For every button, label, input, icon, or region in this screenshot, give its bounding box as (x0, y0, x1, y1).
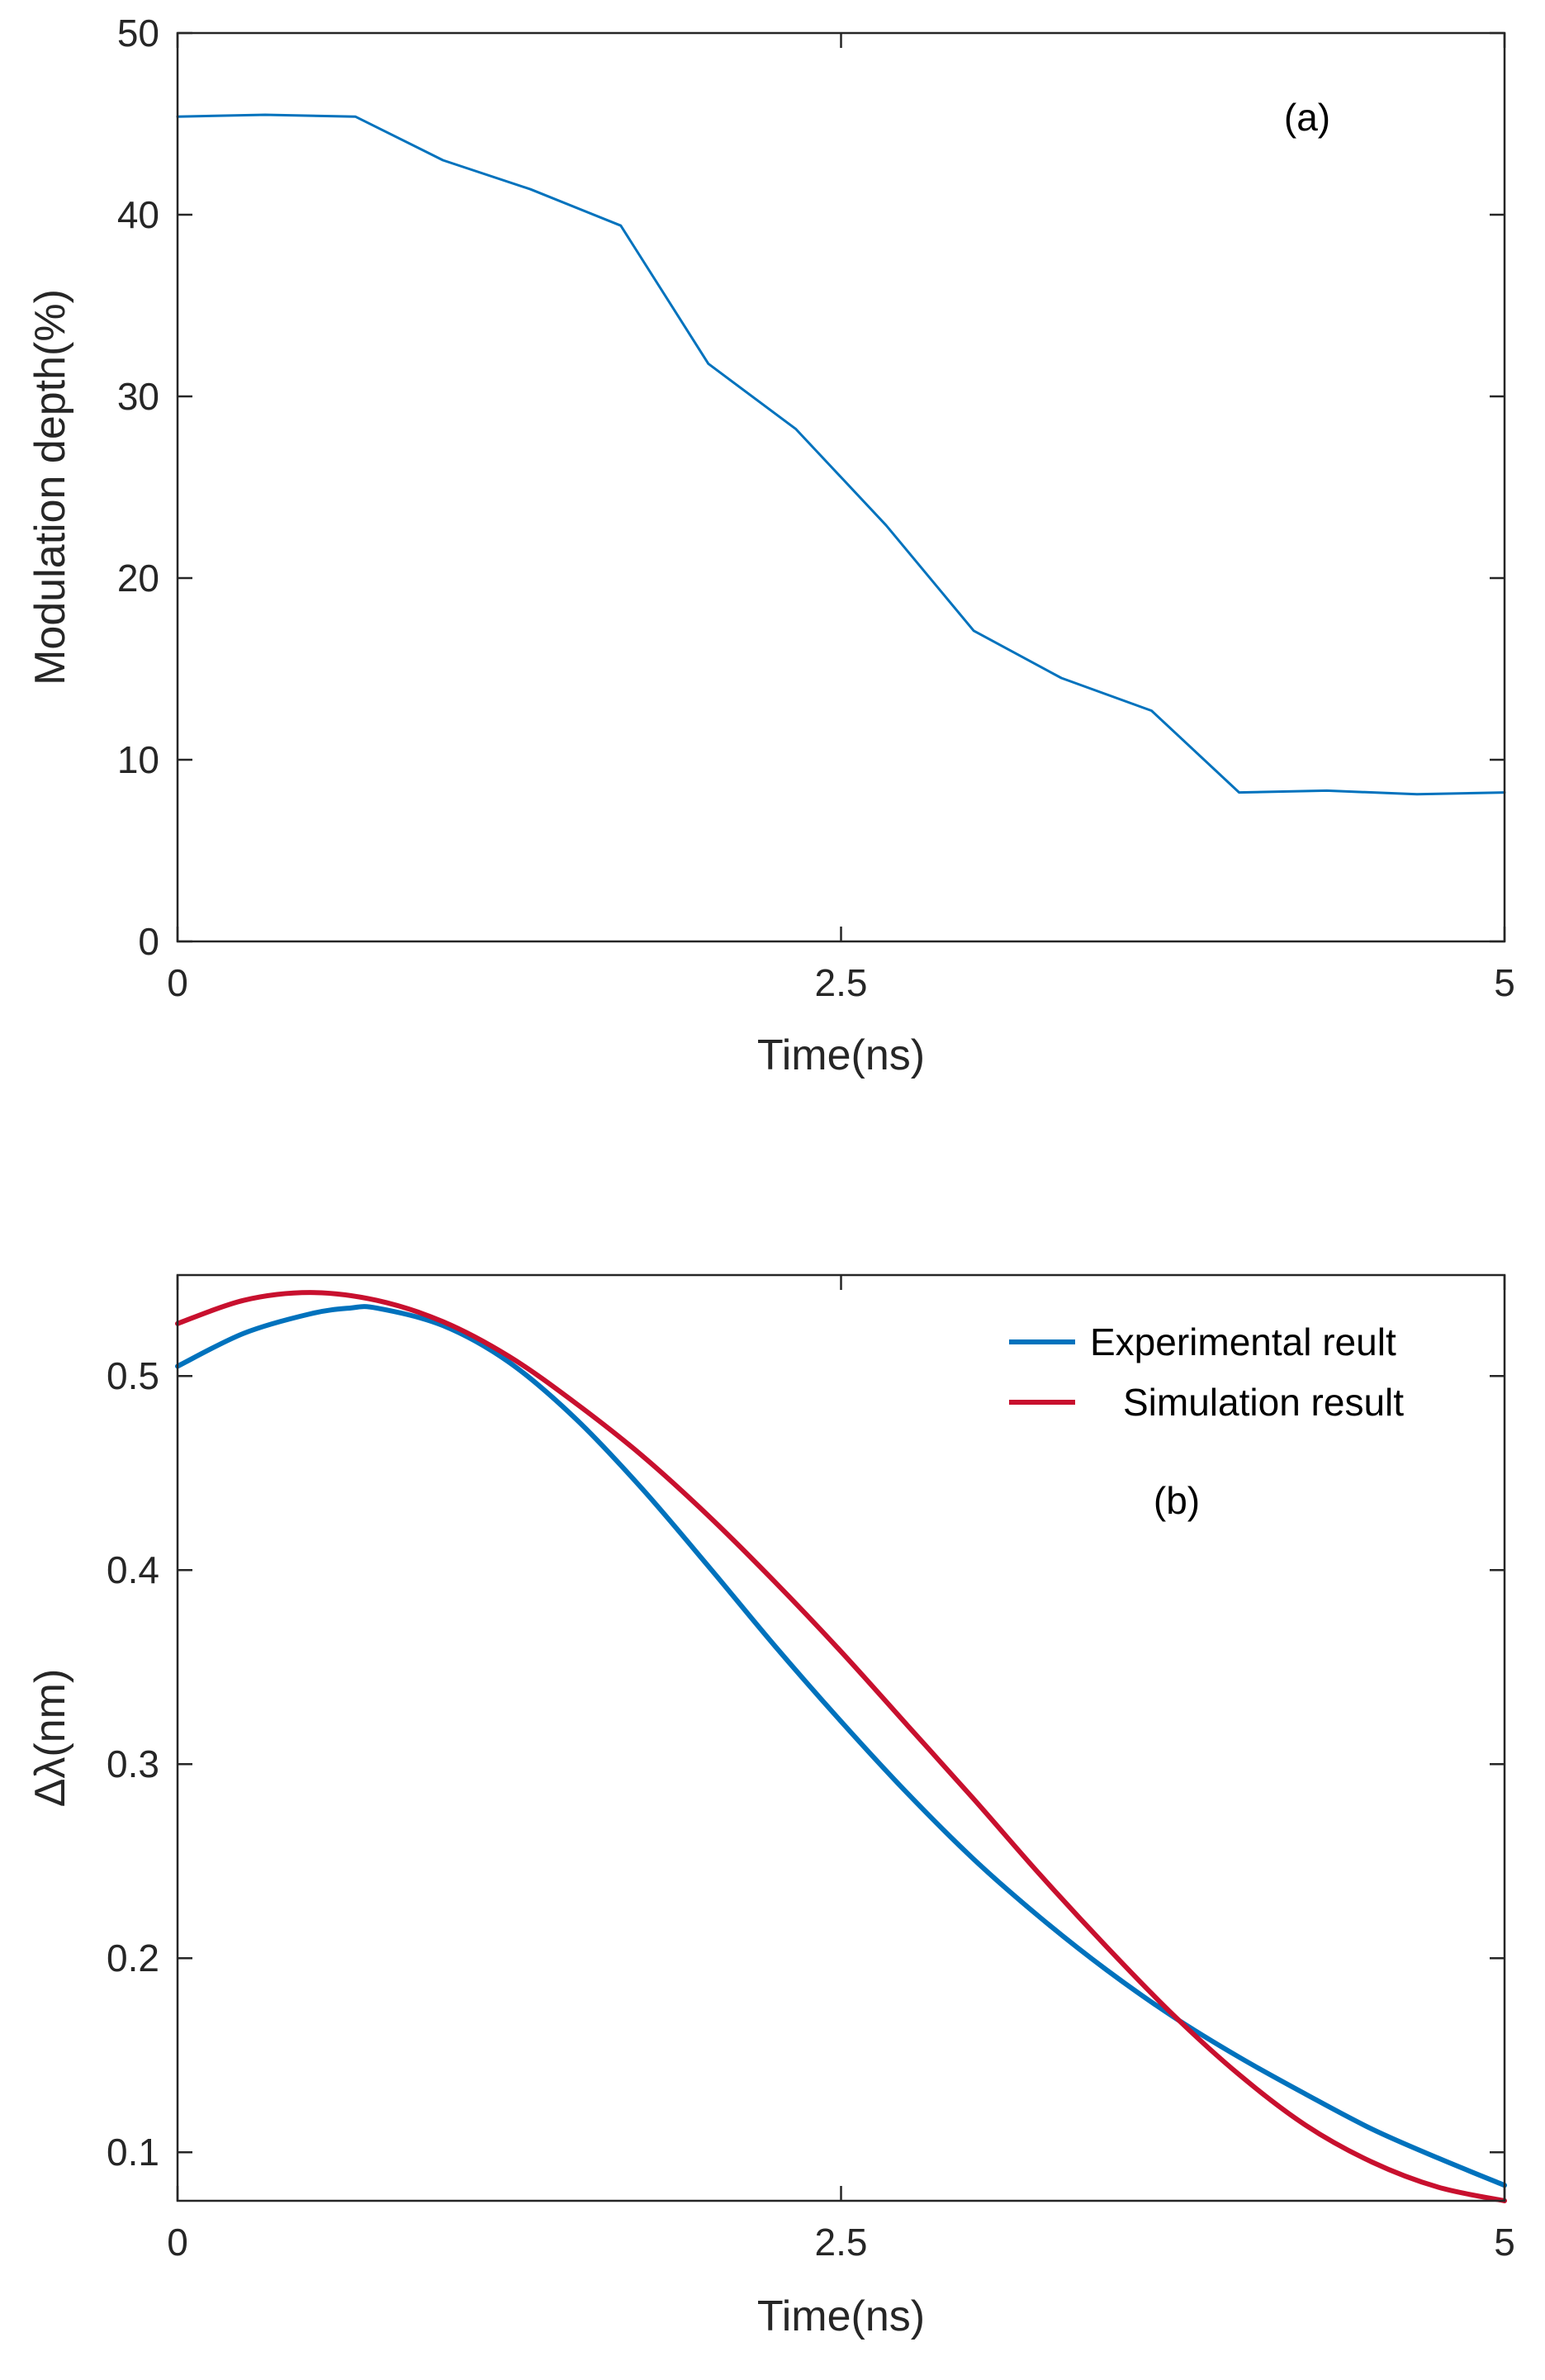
legend-entry: Simulation result (1123, 1381, 1404, 1424)
y-axis-title: Δλ(nm) (26, 1669, 74, 1808)
x-tick-label: 0 (167, 961, 188, 1004)
x-tick-label: 5 (1494, 961, 1515, 1004)
x-tick-label: 0 (167, 2221, 188, 2264)
series-line-1 (176, 113, 1506, 796)
y-tick-label: 50 (117, 12, 159, 55)
series-line-2 (175, 1290, 1507, 2203)
y-axis-title: Modulation depth(%) (26, 289, 74, 685)
chart-panel-b: 0 2.5 5 0.1 0.2 0.3 0.4 0.5 Time(ns) Δλ(nm) (b) Exp… (26, 1273, 1515, 2340)
y-tick-label: 0 (138, 920, 159, 963)
panel-label: (a) (1284, 96, 1330, 139)
x-tick-label: 5 (1494, 2221, 1515, 2264)
panel-label: (b) (1154, 1479, 1200, 1522)
y-tick-label: 0.5 (107, 1354, 159, 1397)
x-tick-label: 2.5 (815, 2221, 868, 2264)
legend: Experimental reult Simulation result (1009, 1320, 1404, 1424)
y-tick-label: 0.3 (107, 1742, 159, 1785)
x-axis-title: Time(ns) (757, 1031, 925, 1079)
y-tick-label: 0.2 (107, 1937, 159, 1979)
series-line-1 (175, 1304, 1507, 2188)
y-tick-label: 30 (117, 375, 159, 418)
legend-entry: Experimental reult (1090, 1320, 1396, 1363)
y-tick-label: 20 (117, 557, 159, 600)
y-tick-label: 10 (117, 738, 159, 781)
x-tick-label: 2.5 (815, 961, 868, 1004)
x-axis-title: Time(ns) (757, 2292, 925, 2340)
y-tick-label: 0.1 (107, 2131, 159, 2174)
y-tick-label: 40 (117, 193, 159, 236)
y-tick-label: 0.4 (107, 1548, 159, 1591)
plot-frame (176, 31, 1506, 943)
